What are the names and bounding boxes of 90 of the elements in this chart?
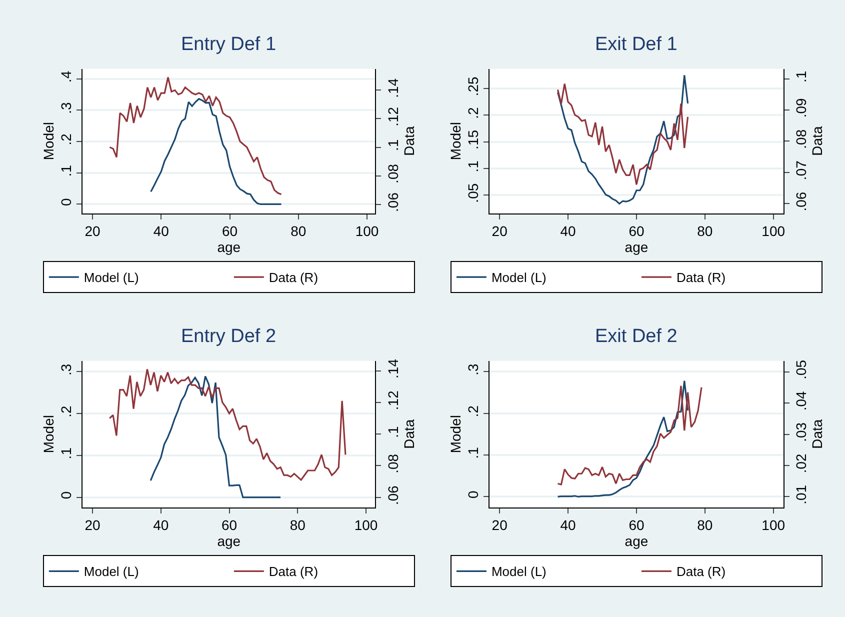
y-tick-label: 0 [58,198,74,206]
x-tick-label: 60 [628,517,644,534]
y-tick-label: .2 [465,405,482,418]
y2-tick-label: .08 [793,129,810,149]
y-tick-label: .1 [465,160,482,172]
x-tick-label: 60 [628,223,644,240]
x-tick-label: 40 [560,517,576,534]
y-tick-label: 0 [58,491,74,500]
x-tick-label: 40 [560,223,576,240]
legend-label: Data (R) [268,270,318,286]
y-axis-title: Model [448,415,464,454]
y-tick-label: .1 [58,164,74,177]
chart-title: Exit Def 1 [595,34,678,55]
x-tick-label: 60 [221,517,238,534]
y2-tick-label: .12 [385,390,402,410]
y-tick-label: .3 [58,364,74,376]
x-tick-label: 20 [84,517,101,534]
chart-title: Entry Def 1 [181,34,276,55]
line-series [556,82,689,186]
y2-tick-label: .14 [385,358,402,378]
x-tick-label: 100 [762,223,786,240]
y-tick-label: 0 [465,490,482,499]
x-axis-title: age [217,533,241,550]
x-tick-label: 20 [492,517,508,534]
y-tick-label: .4 [58,70,74,83]
legend-label: Model (L) [84,564,139,580]
line-series [556,380,689,498]
y-tick-label: .2 [58,133,74,146]
x-tick-label: 100 [354,517,378,534]
x-tick-label: 100 [762,517,786,534]
x-axis-title: age [624,533,648,550]
x-tick-label: 40 [153,517,169,534]
y2-tick-label: .03 [793,422,810,442]
y-tick-label: .2 [58,405,74,418]
x-tick-label: 80 [697,517,713,534]
y2-tick-label: .08 [385,164,402,184]
y-axis-title: Model [40,415,57,454]
legend-label: Model (L) [491,270,546,286]
y-tick-label: .1 [465,446,482,459]
x-tick-label: 20 [492,223,508,240]
y-tick-label: .05 [465,183,482,203]
legend-label: Model (L) [84,270,139,286]
y2-tick-label: .02 [793,453,810,474]
y2-tick-label: .01 [793,484,810,504]
y2-tick-label: .06 [385,485,402,506]
y-axis-title: Model [448,122,464,160]
y2-tick-label: .1 [385,426,402,438]
line-series [150,98,282,206]
y2-axis-title: Data [401,419,418,449]
legend-label: Data (R) [268,564,318,580]
x-tick-label: 60 [222,223,238,240]
y-tick-label: .15 [465,130,482,150]
y2-tick-label: .09 [793,98,810,118]
y2-tick-label: .05 [793,360,810,380]
y-tick-label: .2 [465,107,482,119]
y2-axis-title: Data [809,126,826,156]
x-axis-title: age [624,239,648,256]
x-axis-title: age [217,239,241,256]
y2-axis-title: Data [401,126,418,156]
y-tick-label: .25 [465,76,482,96]
y-axis-title: Model [40,122,57,160]
y2-tick-label: .1 [385,139,402,151]
x-tick-label: 40 [153,223,170,240]
chart-title: Exit Def 2 [595,326,678,347]
legend-label: Model (L) [491,564,546,580]
y2-tick-label: .14 [385,78,402,98]
y2-tick-label: .07 [793,160,810,180]
y2-tick-label: .06 [385,192,402,212]
y-tick-label: .3 [465,364,482,376]
y-tick-label: .3 [58,102,74,114]
x-tick-label: 20 [84,223,101,240]
y2-tick-label: .06 [793,192,810,212]
y2-tick-label: .08 [385,454,402,474]
chart-title: Entry Def 2 [181,326,276,347]
y2-axis-title: Data [809,419,826,449]
line-series [556,74,689,205]
y2-tick-label: .12 [385,106,402,126]
line-series [150,376,282,498]
line-series [108,368,346,481]
y2-tick-label: .04 [793,390,810,411]
x-tick-label: 100 [355,223,379,240]
x-tick-label: 80 [697,223,713,240]
legend-label: Data (R) [676,564,726,580]
y2-tick-label: .1 [793,70,810,83]
legend-label: Data (R) [676,270,726,286]
line-series [556,385,702,486]
x-tick-label: 80 [290,223,306,240]
y-tick-label: .1 [58,447,74,460]
line-series [108,76,282,196]
x-tick-label: 80 [290,517,306,534]
